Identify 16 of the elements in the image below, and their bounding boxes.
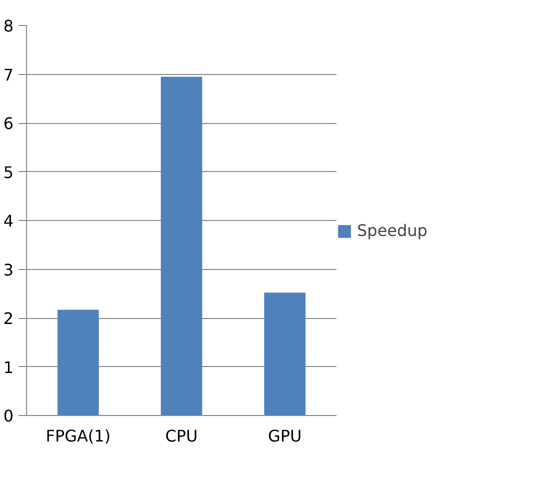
x-tick-label: FPGA(1) (46, 426, 111, 446)
y-tick-label: 6 (3, 114, 14, 133)
bar (264, 292, 306, 416)
x-tick-label: CPU (165, 426, 198, 446)
legend-label: Speedup (357, 221, 428, 240)
y-tick-label: 5 (3, 162, 14, 182)
y-tick-label: 2 (3, 309, 14, 328)
y-tick-label: 3 (3, 260, 14, 280)
y-tick-label: 7 (3, 65, 14, 84)
bar (160, 76, 202, 416)
y-tick-label: 1 (3, 358, 14, 377)
x-tick-label: GPU (268, 426, 302, 446)
y-tick-label: 4 (3, 212, 14, 230)
y-tick-label: 8 (3, 16, 14, 36)
y-tick-label: 0 (3, 406, 14, 426)
bar (58, 310, 99, 416)
